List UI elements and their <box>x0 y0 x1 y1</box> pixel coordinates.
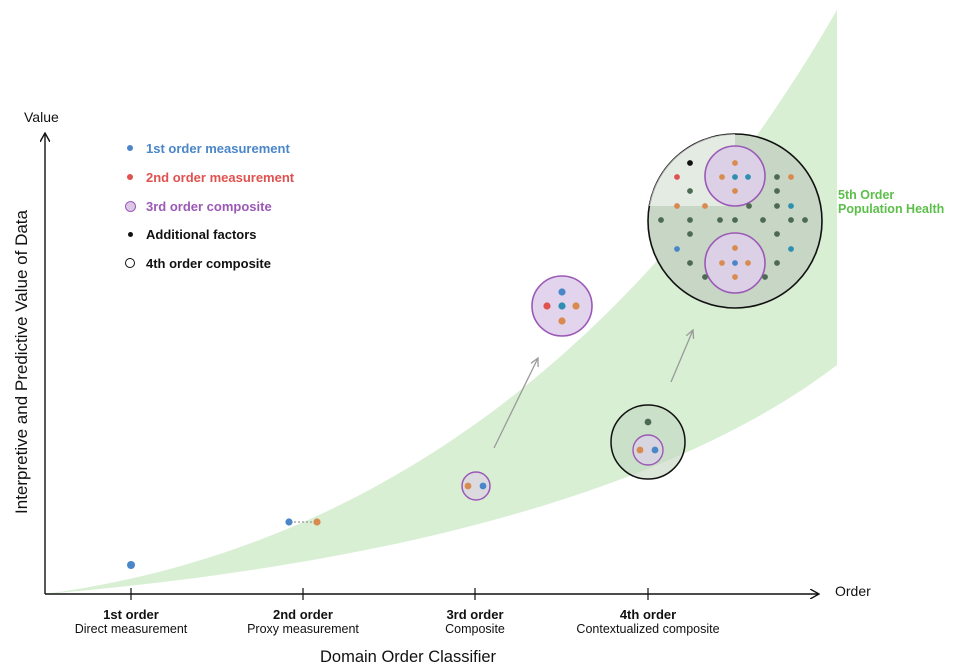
tick-label-second-order: 2nd order Proxy measurement <box>213 607 393 637</box>
tick-second-order-title: 2nd order <box>273 607 333 622</box>
tick-label-fourth-order: 4th order Contextualized composite <box>558 607 738 637</box>
fifth-order-dot-29 <box>719 260 725 266</box>
legend-item-additional-factors: Additional factors <box>124 225 257 243</box>
fifth-order-dot-9 <box>788 174 794 180</box>
fifth-order-dot-35 <box>702 274 708 280</box>
fifth-order-label: 5th Order Population Health <box>838 188 944 216</box>
y-axis-label: Value <box>24 109 59 125</box>
fifth-order-dot-19 <box>717 217 723 223</box>
fifth-order-dot-24 <box>687 231 693 237</box>
legend-item-first-order: 1st order measurement <box>124 139 290 157</box>
tick-third-order-subtitle: Composite <box>445 622 505 636</box>
large-dot-orange-right <box>572 302 580 310</box>
legend-item-third-order: 3rd order composite <box>124 197 272 215</box>
fifth-order-dot-30 <box>732 260 738 266</box>
fourth-dot-orange <box>636 446 644 454</box>
fifth-order-dot-36 <box>762 274 768 280</box>
x-axis-label: Order <box>835 583 871 599</box>
legend-third-order-label: 3rd order composite <box>146 198 272 214</box>
tick-second-order-subtitle: Proxy measurement <box>247 622 359 636</box>
second-order-dot-orange <box>313 518 321 526</box>
fifth-order-dot-7 <box>732 188 738 194</box>
legend-additional-factors-label: Additional factors <box>146 226 257 242</box>
legend-fourth-order-icon <box>124 258 136 268</box>
fifth-order-dot-23 <box>802 217 808 223</box>
first-order-dot <box>127 561 135 569</box>
fifth-order-dot-16 <box>788 203 794 209</box>
fifth-order-dots <box>658 160 808 280</box>
fourth-dot-blue <box>651 446 659 454</box>
growth-arrow-2 <box>670 330 693 383</box>
fifth-order-dot-28 <box>788 246 794 252</box>
fifth-order-dot-1 <box>687 160 693 166</box>
fifth-order-dot-20 <box>732 217 738 223</box>
large-dot-red <box>543 302 551 310</box>
fifth-order-dot-25 <box>774 231 780 237</box>
third-order-composite <box>461 471 491 501</box>
tick-first-order-subtitle: Direct measurement <box>74 622 188 636</box>
second-order-dot-blue <box>285 518 293 526</box>
tick-first-order-title: 1st order <box>103 607 159 622</box>
third-order-dot-blue <box>479 482 487 490</box>
legend-second-order-label: 2nd order measurement <box>146 169 295 185</box>
legend-first-order-icon <box>124 145 136 151</box>
fourth-order-inner <box>632 434 664 466</box>
fifth-order-dot-10 <box>687 188 693 194</box>
fifth-order-dot-14 <box>746 203 752 209</box>
y-axis-title: Interpretive and Predictive Value of Dat… <box>12 210 31 514</box>
fifth-order-line2: Population Health <box>838 202 945 216</box>
large-dot-teal <box>558 302 566 310</box>
legend-additional-factors-icon <box>124 231 136 237</box>
fifth-order-dot-32 <box>774 260 780 266</box>
tick-third-order-title: 3rd order <box>446 607 504 622</box>
fourth-dot-green <box>644 418 652 426</box>
fifth-order-dot-8 <box>774 174 780 180</box>
third-order-dot-orange <box>464 482 472 490</box>
fifth-order-dot-33 <box>732 274 738 280</box>
legend-fourth-order-label: 4th order composite <box>146 255 271 271</box>
fifth-order-dot-26 <box>732 245 738 251</box>
fifth-order-dot-6 <box>745 174 751 180</box>
fifth-order-dot-11 <box>774 188 780 194</box>
fifth-order-dot-15 <box>774 203 780 209</box>
fifth-order-dot-3 <box>732 160 738 166</box>
tick-label-first-order: 1st order Direct measurement <box>41 607 221 637</box>
fifth-order-dot-22 <box>788 217 794 223</box>
large-dot-orange-bottom <box>558 317 566 325</box>
fifth-order-dot-31 <box>745 260 751 266</box>
tick-label-third-order: 3rd order Composite <box>385 607 565 637</box>
legend-first-order-label: 1st order measurement <box>146 140 290 156</box>
fifth-order-line1: 5th Order <box>838 188 895 202</box>
legend-third-order-icon <box>124 200 136 212</box>
fifth-order-dot-21 <box>760 217 766 223</box>
fifth-order-dot-4 <box>719 174 725 180</box>
tick-fourth-order-title: 4th order <box>619 607 677 622</box>
fifth-order-dot-12 <box>674 203 680 209</box>
large-dot-blue-top <box>558 288 566 296</box>
fifth-order-dot-18 <box>687 217 693 223</box>
fifth-order-dot-5 <box>732 174 738 180</box>
growth-arrow-1 <box>493 358 538 449</box>
fifth-order-dot-17 <box>658 217 664 223</box>
fifth-order-dot-2 <box>674 174 680 180</box>
fifth-order-dot-27 <box>674 246 680 252</box>
legend-item-second-order: 2nd order measurement <box>124 168 294 186</box>
fifth-order-dot-13 <box>702 203 708 209</box>
x-axis-title: Domain Order Classifier <box>320 648 497 666</box>
tick-fourth-order-subtitle: Contextualized composite <box>576 622 720 636</box>
fifth-order-dot-34 <box>687 260 693 266</box>
legend-second-order-icon <box>124 174 136 180</box>
legend-item-fourth-order: 4th order composite <box>124 254 271 272</box>
